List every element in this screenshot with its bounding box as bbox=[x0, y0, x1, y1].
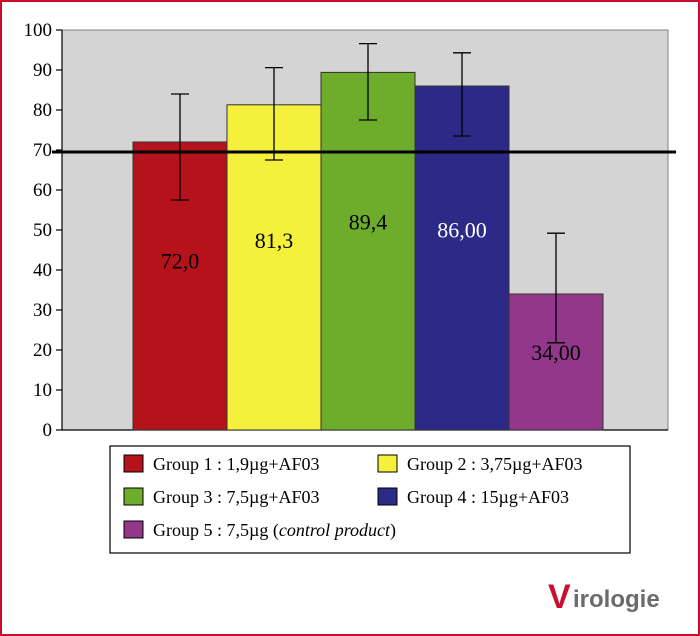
legend-label-5: Group 5 : 7,5µg (control product) bbox=[153, 520, 396, 541]
bar-4 bbox=[414, 85, 510, 431]
data-label-4: 86,00 bbox=[437, 217, 487, 242]
bar-3 bbox=[320, 71, 416, 431]
bars-group bbox=[132, 71, 604, 431]
legend-swatch-1 bbox=[123, 454, 144, 473]
legend-label-1: Group 1 : 1,9µg+AF03 bbox=[153, 454, 320, 474]
y-tick-label: 40 bbox=[33, 260, 52, 281]
y-tick-label: 50 bbox=[33, 220, 52, 241]
y-tick-label: 10 bbox=[33, 380, 52, 401]
y-tick-label: 20 bbox=[33, 340, 52, 361]
y-tick-label: 80 bbox=[33, 100, 52, 121]
legend-swatch-2 bbox=[377, 454, 398, 473]
legend: Group 1 : 1,9µg+AF03 Group 2 : 3,75µg+AF0… bbox=[109, 445, 631, 554]
legend-label-4: Group 4 : 15µg+AF03 bbox=[407, 487, 569, 507]
virologie-logo: V irologie bbox=[548, 578, 660, 616]
legend-swatch-4 bbox=[377, 487, 398, 506]
legend-swatch-3 bbox=[123, 487, 144, 506]
legend-label-3: Group 3 : 7,5µg+AF03 bbox=[153, 487, 320, 507]
logo-initial: V bbox=[548, 578, 571, 616]
data-label-3: 89,4 bbox=[349, 210, 388, 235]
logo-text: irologie bbox=[573, 586, 660, 613]
legend-label-2: Group 2 : 3,75µg+AF03 bbox=[407, 454, 583, 474]
data-label-1: 72,0 bbox=[161, 249, 200, 274]
data-labels-group: 72,0 81,3 89,4 86,00 34,00 bbox=[161, 210, 581, 365]
y-tick-label: 100 bbox=[24, 20, 53, 41]
y-tick-label: 60 bbox=[33, 180, 52, 201]
y-tick-label: 0 bbox=[43, 420, 53, 441]
y-tick-label: 30 bbox=[33, 300, 52, 321]
y-tick-label: 90 bbox=[33, 60, 52, 81]
legend-box bbox=[109, 445, 631, 554]
legend-swatch-5 bbox=[123, 520, 144, 539]
error-bars-group bbox=[171, 42, 565, 344]
data-label-2: 81,3 bbox=[255, 228, 294, 253]
data-label-5: 34,00 bbox=[531, 340, 581, 365]
y-tick-label: 70 bbox=[33, 140, 52, 161]
